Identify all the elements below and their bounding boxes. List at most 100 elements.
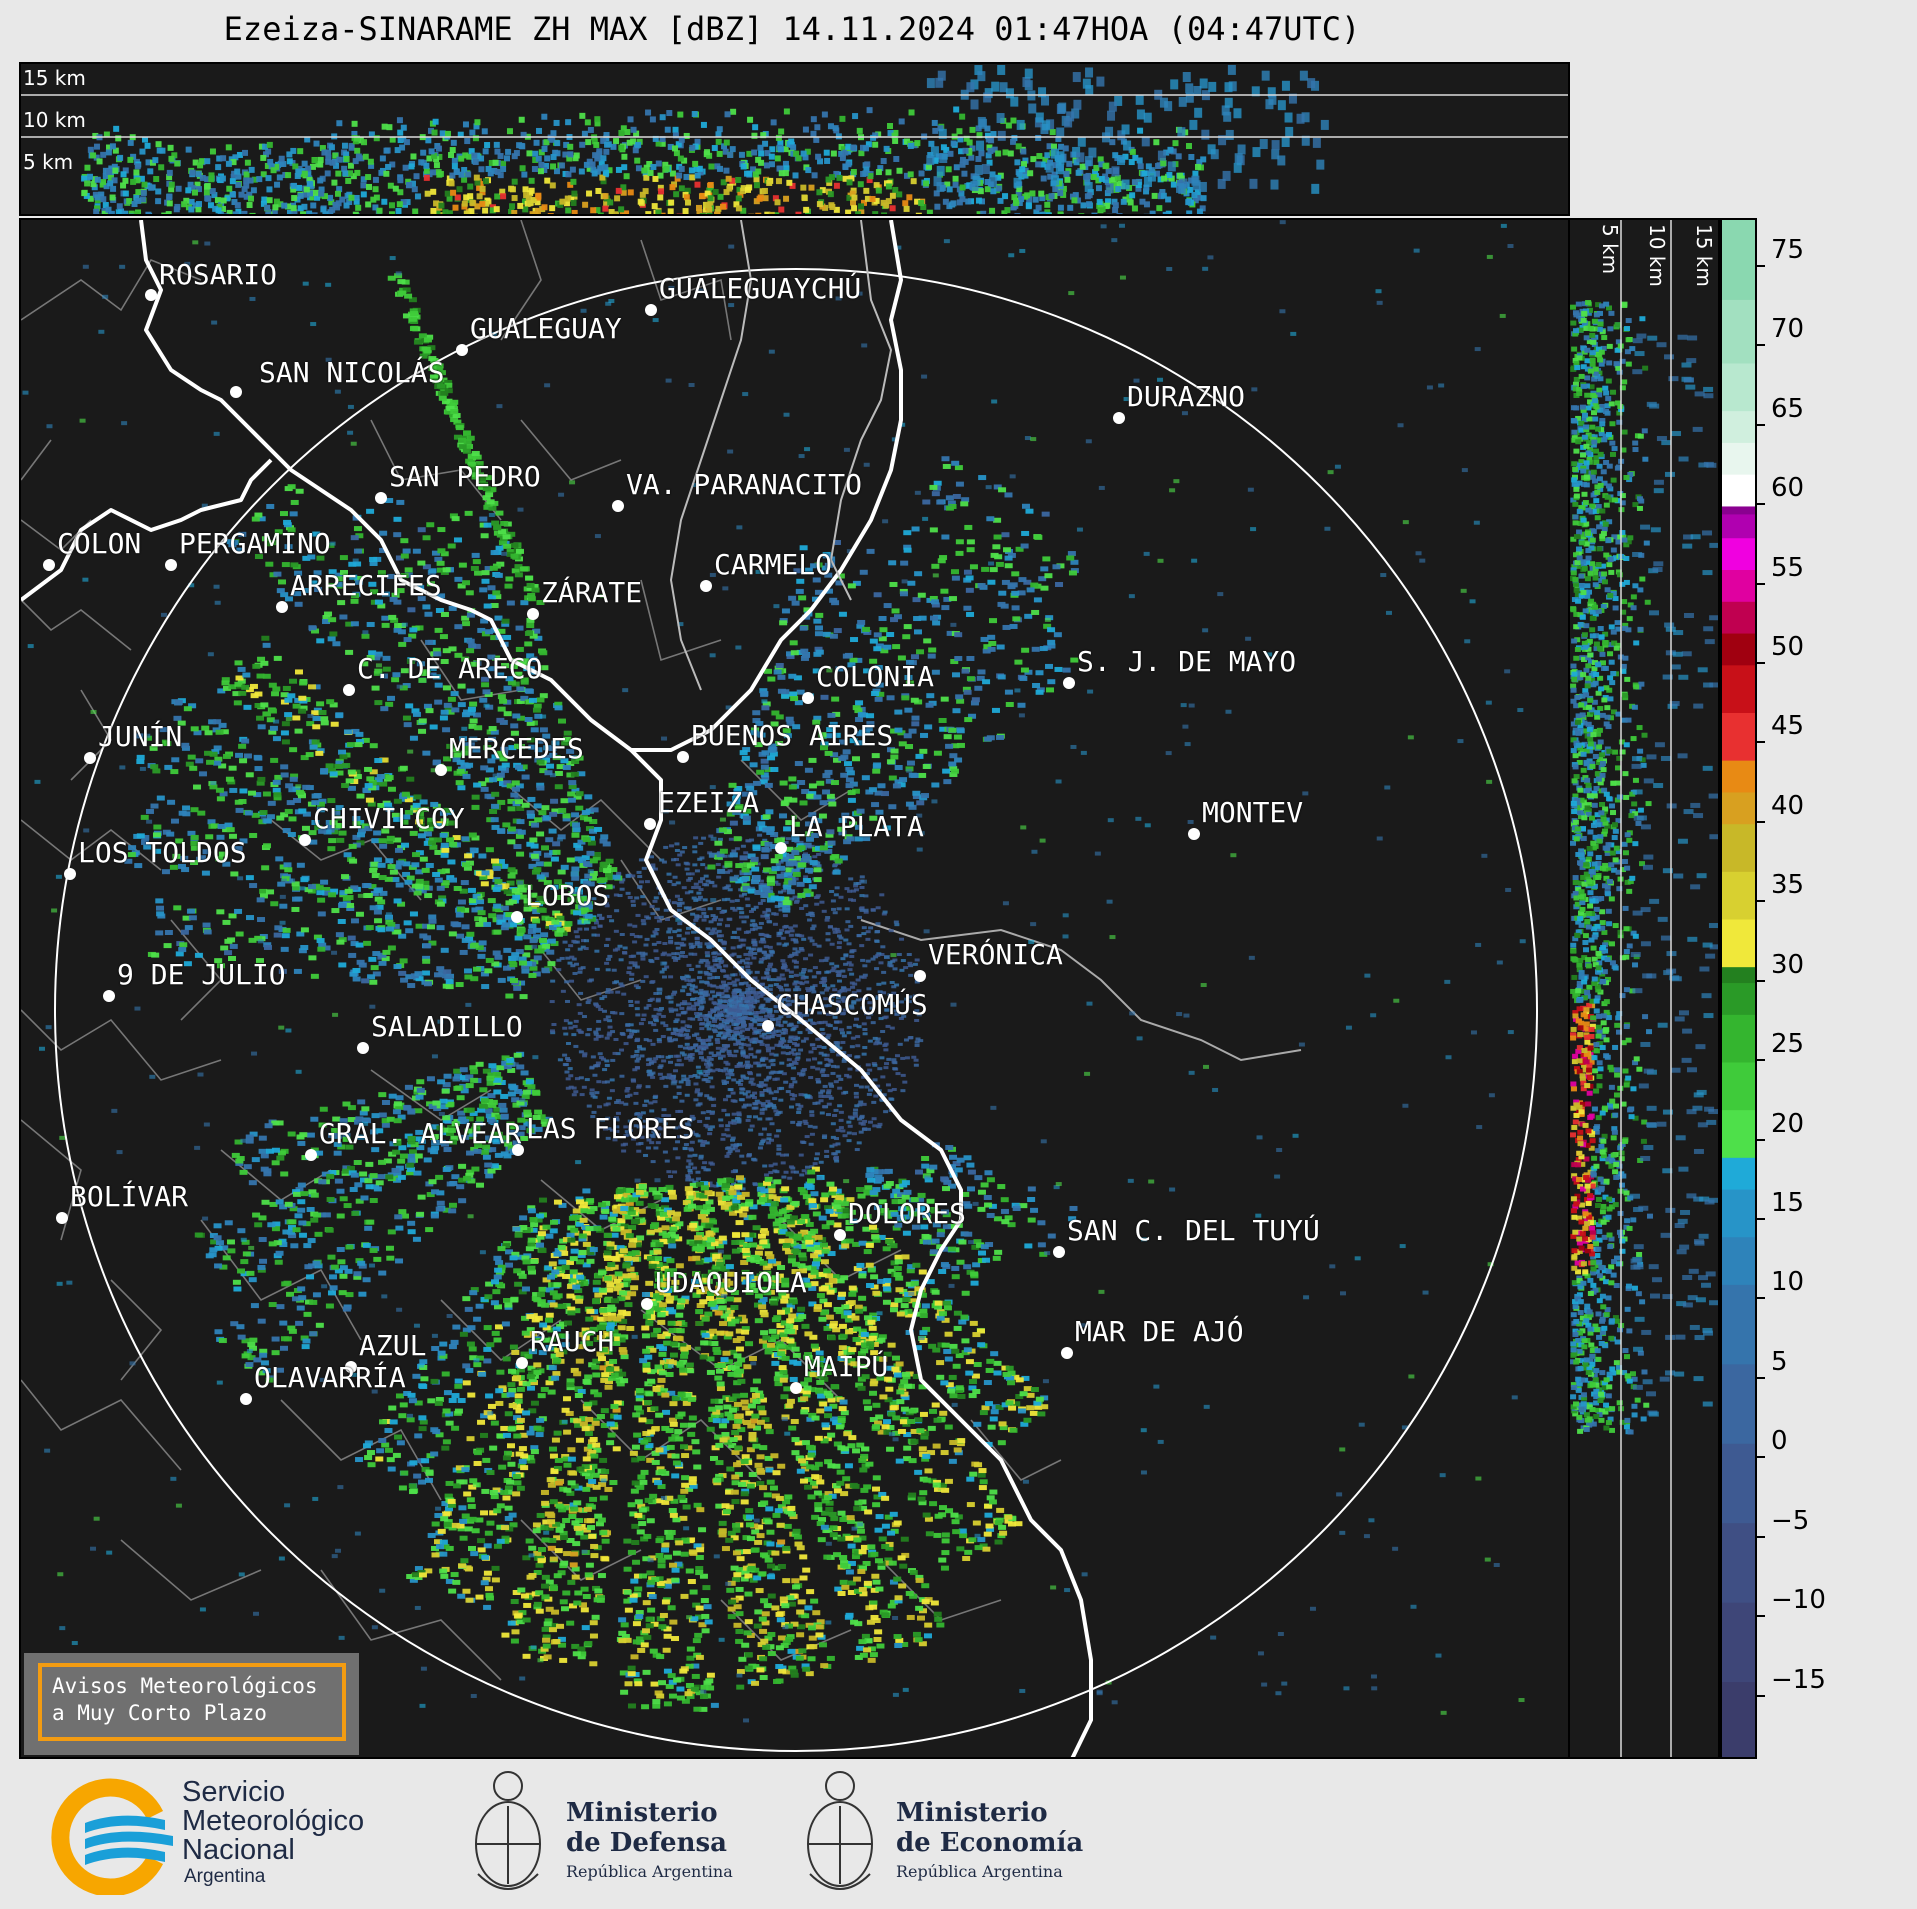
radar-echo: [707, 972, 713, 976]
radar-echo: [505, 148, 512, 155]
radar-echo: [396, 499, 405, 505]
radar-echo: [778, 1070, 784, 1074]
radar-echo: [824, 1053, 830, 1057]
radar-echo: [615, 187, 622, 194]
radar-echo: [762, 838, 768, 842]
radar-echo: [509, 203, 516, 210]
page-title: Ezeiza-SINARAME ZH MAX [dBZ] 14.11.2024 …: [223, 10, 1361, 48]
radar-echo: [711, 967, 717, 971]
radar-echo: [978, 150, 985, 157]
radar-echo: [701, 1166, 707, 1170]
radar-echo: [977, 71, 986, 82]
radar-echo: [374, 668, 383, 674]
radar-echo: [713, 1006, 719, 1010]
radar-echo: [571, 190, 578, 197]
radar-echo: [550, 1031, 556, 1035]
radar-echo: [891, 1087, 897, 1091]
radar-echo: [507, 798, 516, 804]
radar-echo: [695, 204, 702, 211]
radar-echo: [426, 155, 433, 162]
radar-echo: [837, 1086, 843, 1090]
radar-echo: [818, 959, 824, 963]
radar-echo: [235, 208, 242, 214]
radar-echo: [658, 1119, 664, 1123]
radar-echo: [729, 1073, 735, 1077]
radar-echo: [883, 1066, 889, 1070]
radar-echo: [538, 161, 545, 168]
radar-echo: [906, 953, 912, 957]
radar-echo: [175, 185, 182, 192]
radar-echo: [165, 211, 172, 214]
radar-echo: [900, 959, 906, 963]
radar-echo: [811, 172, 818, 179]
radar-echo: [623, 1042, 629, 1046]
radar-echo: [520, 658, 529, 664]
radar-echo: [699, 192, 706, 199]
radar-echo: [837, 990, 843, 994]
radar-echo: [479, 200, 486, 207]
radar-echo: [769, 1014, 775, 1018]
radar-echo: [662, 942, 668, 946]
radar-echo: [809, 1132, 815, 1136]
radar-echo: [849, 950, 855, 954]
radar-echo: [393, 516, 402, 522]
radar-echo: [782, 170, 789, 177]
radar-echo: [264, 204, 271, 211]
radar-echo: [740, 1049, 746, 1053]
radar-echo: [822, 1004, 828, 1008]
radar-echo: [593, 1032, 599, 1036]
radar-echo: [894, 983, 900, 987]
radar-echo: [798, 1153, 804, 1157]
radar-echo: [785, 999, 791, 1003]
radar-echo: [524, 641, 533, 647]
radar-echo: [554, 784, 563, 790]
radar-echo: [896, 952, 902, 956]
radar-echo: [764, 211, 771, 214]
radar-echo: [436, 171, 443, 178]
radar-echo: [612, 1011, 618, 1015]
radar-echo: [486, 729, 495, 735]
radar-echo: [155, 141, 162, 148]
radar-echo: [406, 659, 415, 665]
radar-echo: [385, 498, 394, 504]
radar-echo: [604, 1059, 610, 1063]
radar-echo: [399, 685, 408, 691]
radar-echo: [793, 988, 799, 992]
radar-echo: [1098, 175, 1105, 182]
radar-echo: [590, 1115, 596, 1119]
radar-echo: [192, 159, 199, 166]
radar-echo: [482, 148, 489, 155]
radar-echo: [683, 861, 689, 865]
radar-echo: [386, 124, 393, 131]
radar-echo: [725, 986, 731, 990]
radar-echo: [1271, 149, 1280, 160]
radar-echo: [823, 958, 829, 962]
radar-echo: [915, 1037, 921, 1041]
radar-echo: [757, 949, 763, 953]
radar-echo: [781, 998, 787, 1002]
radar-echo: [931, 119, 938, 126]
radar-echo: [333, 162, 340, 169]
radar-echo: [678, 1109, 684, 1113]
radar-echo: [836, 1074, 842, 1078]
radar-echo: [713, 1184, 719, 1188]
radar-echo: [563, 200, 570, 207]
radar-echo: [758, 1142, 764, 1146]
radar-echo: [1039, 211, 1046, 214]
radar-echo: [1011, 135, 1018, 142]
radar-echo: [1062, 145, 1069, 152]
radar-echo: [825, 1023, 831, 1027]
radar-echo: [893, 920, 899, 924]
radar-echo: [795, 155, 802, 162]
radar-echo: [645, 1146, 651, 1150]
radar-echo: [581, 130, 588, 137]
radar-echo: [1116, 213, 1123, 214]
radar-echo: [314, 194, 321, 201]
radar-echo: [798, 1104, 804, 1108]
radar-echo: [472, 643, 481, 649]
radar-echo: [883, 1015, 889, 1019]
radar-echo: [291, 209, 298, 214]
radar-echo: [818, 1099, 824, 1103]
radar-echo: [621, 153, 628, 160]
radar-echo: [596, 1080, 602, 1084]
